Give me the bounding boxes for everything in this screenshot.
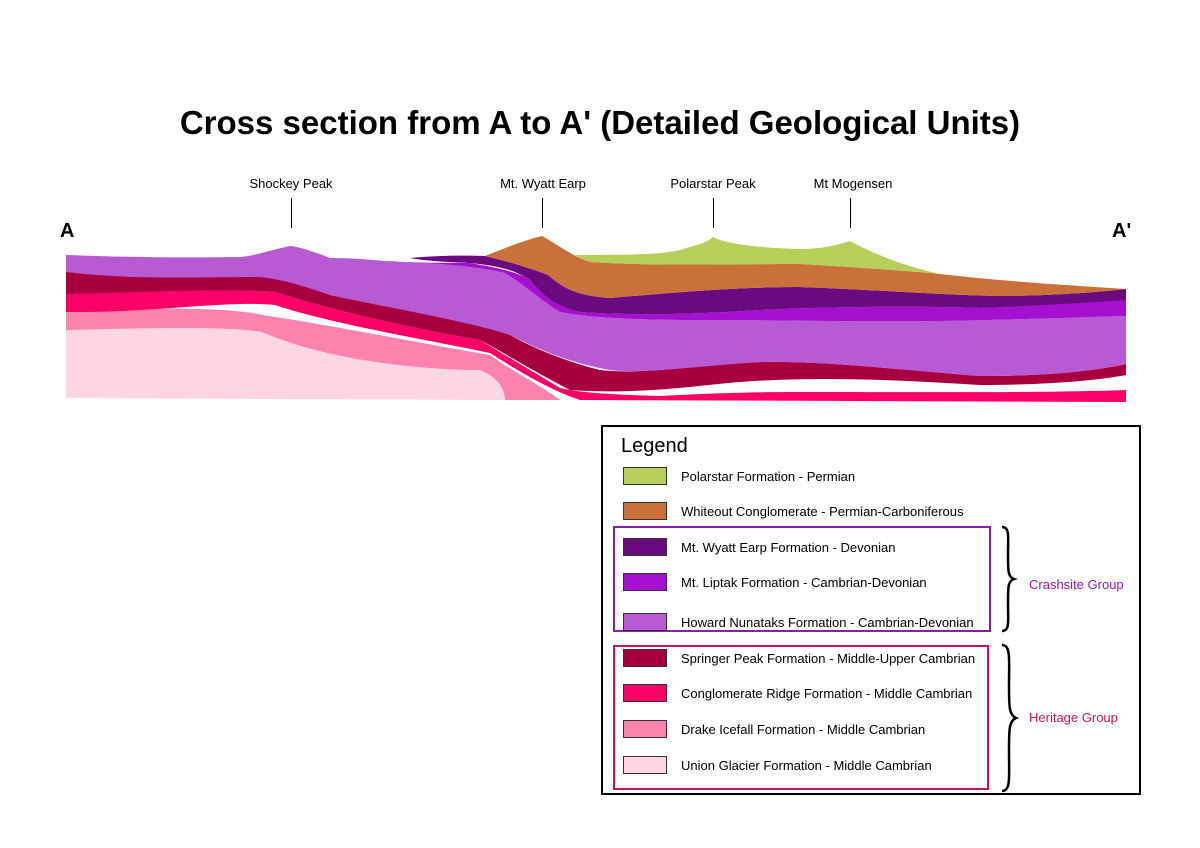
legend-item-polarstar: Polarstar Formation - Permian [623, 465, 855, 487]
legend-item-liptak: Mt. Liptak Formation - Cambrian-Devonian [623, 571, 927, 593]
legend-swatch [623, 649, 667, 667]
legend-swatch [623, 720, 667, 738]
peak-tick-wyatt-earp [542, 198, 543, 228]
legend-item-label: Howard Nunataks Formation - Cambrian-Dev… [681, 614, 974, 630]
legend-item-drake-icefall: Drake Icefall Formation - Middle Cambria… [623, 718, 925, 740]
peak-tick-shockey [291, 198, 292, 228]
legend-swatch [623, 684, 667, 702]
peak-tick-polarstar [713, 198, 714, 228]
crashsite-group-box [613, 526, 991, 632]
heritage-group-box [613, 645, 989, 790]
legend-item-label: Drake Icefall Formation - Middle Cambria… [681, 721, 926, 737]
heritage-brace-icon [1001, 643, 1020, 793]
mt-wyatt-earp-unit [410, 255, 1126, 315]
section-end-label: A' [1112, 220, 1132, 242]
legend-item-wyatt-earp: Mt. Wyatt Earp Formation - Devonian [623, 536, 895, 558]
legend-item-howard-nunataks: Howard Nunataks Formation - Cambrian-Dev… [623, 611, 974, 633]
peak-label-wyatt-earp: Mt. Wyatt Earp [500, 176, 586, 191]
peak-label-shockey: Shockey Peak [249, 176, 333, 191]
legend-box: Legend Polarstar Formation - Permian Whi… [601, 425, 1141, 795]
legend-swatch [623, 573, 667, 591]
legend-item-label: Whiteout Conglomerate - Permian-Carbonif… [681, 503, 964, 519]
section-start-label: A [60, 220, 75, 242]
legend-swatch [623, 502, 667, 520]
legend-item-conglomerate-ridge: Conglomerate Ridge Formation - Middle Ca… [623, 682, 972, 704]
peak-tick-mogensen [850, 198, 851, 228]
legend-item-label: Mt. Wyatt Earp Formation - Devonian [681, 539, 896, 555]
conglomerate-ridge-unit [66, 289, 1126, 402]
polarstar-unit [575, 237, 940, 274]
peak-label-mogensen: Mt Mogensen [813, 176, 893, 191]
legend-swatch [623, 756, 667, 774]
diagram-title: Cross section from A to A' (Detailed Geo… [179, 104, 1021, 141]
legend-swatch [623, 538, 667, 556]
legend-item-whiteout: Whiteout Conglomerate - Permian-Carbonif… [623, 500, 964, 522]
legend-item-label: Conglomerate Ridge Formation - Middle Ca… [681, 685, 973, 701]
crashsite-brace-icon [1001, 525, 1018, 633]
legend-item-label: Springer Peak Formation - Middle-Upper C… [681, 650, 976, 666]
drake-icefall-unit [66, 308, 560, 400]
whiteout-conglomerate-unit [485, 236, 1126, 298]
legend-swatch [623, 467, 667, 485]
heritage-group-label: Heritage Group [1029, 710, 1118, 725]
peak-label-polarstar: Polarstar Peak [670, 176, 756, 191]
legend-swatch [623, 613, 667, 631]
legend-item-label: Polarstar Formation - Permian [681, 468, 856, 484]
legend-item-label: Mt. Liptak Formation - Cambrian-Devonian [681, 574, 927, 590]
legend-title: Legend [621, 435, 688, 457]
springer-peak-unit [66, 270, 1126, 392]
cross-section [66, 236, 1126, 402]
mt-liptak-unit [355, 258, 1126, 322]
union-glacier-unit [66, 310, 505, 400]
howard-nunataks-unit [66, 246, 1126, 376]
legend-item-union-glacier: Union Glacier Formation - Middle Cambria… [623, 754, 932, 776]
crashsite-group-label: Crashsite Group [1029, 577, 1124, 592]
legend-item-label: Union Glacier Formation - Middle Cambria… [681, 757, 932, 773]
legend-item-springer-peak: Springer Peak Formation - Middle-Upper C… [623, 647, 975, 669]
